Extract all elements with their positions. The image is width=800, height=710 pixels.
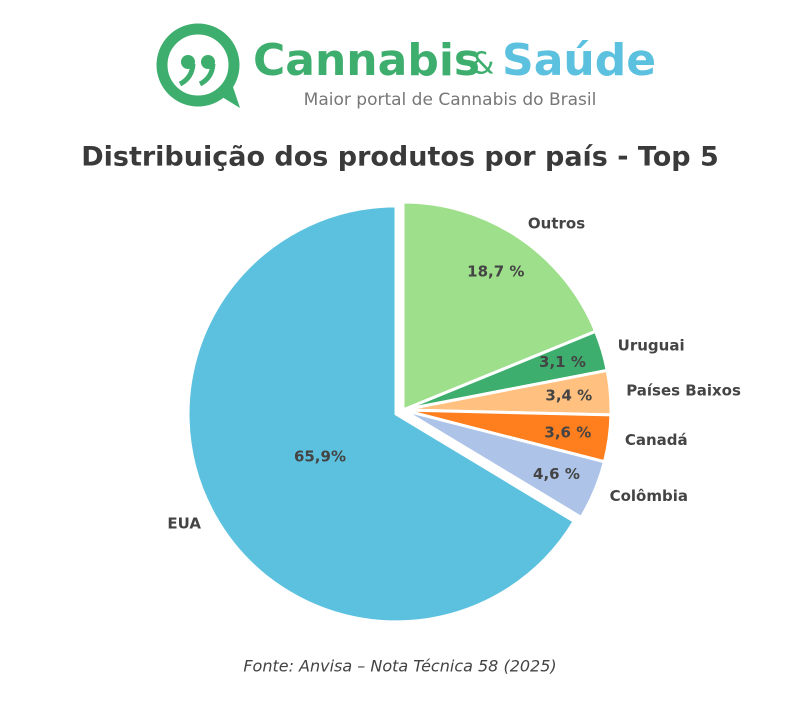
category-label: Uruguai <box>618 337 685 355</box>
brand-amp: & <box>471 47 494 82</box>
chart-title: Distribuição dos produtos por país - Top… <box>81 142 719 173</box>
category-label: Países Baixos <box>626 382 741 400</box>
value-label: 3,1 % <box>539 353 586 371</box>
category-label: Outros <box>528 215 585 233</box>
brand: Saúde <box>502 35 656 86</box>
category-label: EUA <box>167 515 201 533</box>
logo-icon <box>156 23 240 108</box>
pie: 18,7 % Outros 3,1 % Uruguai 3,4 % Países Baix… <box>167 200 741 624</box>
value-label: 65,9% <box>294 447 346 465</box>
source: Fonte: Anvisa – Nota Técnica 58 (2025) <box>243 657 556 676</box>
value-label: 3,6 % <box>544 423 591 441</box>
tagline: Maior portal de Cannabis do Brasil <box>304 90 597 110</box>
value-label: 3,4 % <box>545 387 592 405</box>
category-label: Canadá <box>625 431 688 449</box>
pie-slice <box>401 200 598 413</box>
category-label: Colômbia <box>610 487 688 505</box>
value-label: 18,7 % <box>467 262 524 280</box>
pie-slice <box>186 204 577 624</box>
pie-slice <box>402 408 607 520</box>
brand: Cannabis <box>253 35 480 86</box>
value-label: 4,6 % <box>533 465 580 483</box>
